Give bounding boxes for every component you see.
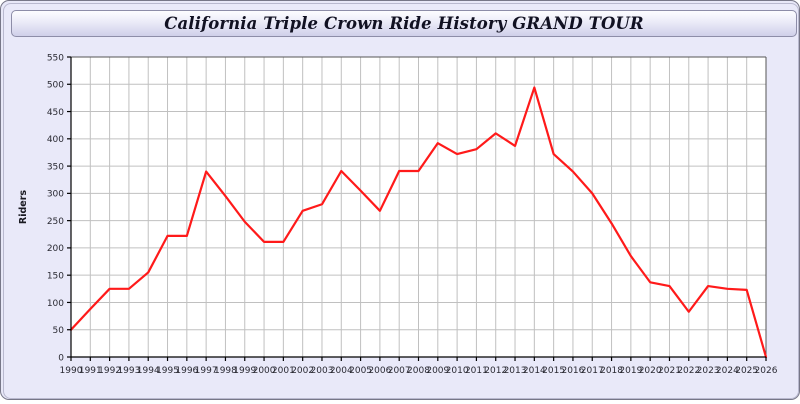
x-tick-label: 2007: [388, 366, 411, 376]
x-tick-label: 2009: [426, 366, 449, 376]
x-tick-label: 2024: [716, 366, 739, 376]
vertical-gridlines: [89, 57, 767, 357]
x-tick-label: 2014: [523, 366, 546, 376]
x-tick-label: 1990: [60, 366, 83, 376]
x-tick-label: 2019: [619, 366, 642, 376]
y-tick-label: 450: [47, 108, 64, 118]
x-tick-label: 1992: [98, 366, 121, 376]
chart-title: California Triple Crown Ride History GRA…: [164, 14, 644, 33]
x-tick-label: 2003: [311, 366, 334, 376]
y-tick-label: 300: [47, 190, 64, 200]
x-tick-label: 2005: [349, 366, 372, 376]
y-tick-label: 200: [47, 244, 64, 254]
chart-title-bar: California Triple Crown Ride History GRA…: [11, 10, 797, 37]
x-tick-label: 2022: [677, 366, 700, 376]
x-tick-label: 2026: [755, 366, 778, 376]
y-tick-label: 500: [47, 81, 64, 91]
x-tick-label: 2018: [600, 366, 623, 376]
x-tick-label: 1995: [156, 366, 179, 376]
y-axis-ticks: 0 50 100 150 200 250 300 350 400 450 500 550: [47, 53, 71, 363]
x-tick-label: 2012: [484, 366, 507, 376]
x-tick-label: 2017: [581, 366, 604, 376]
x-tick-label: 2013: [504, 366, 527, 376]
y-tick-label: 150: [47, 271, 64, 281]
x-tick-label: 2020: [639, 366, 662, 376]
x-tick-label: 1996: [175, 366, 198, 376]
x-tick-label: 2000: [253, 366, 276, 376]
y-tick-label: 100: [47, 299, 64, 309]
x-tick-label: 2002: [291, 366, 314, 376]
x-tick-label: 2001: [272, 366, 295, 376]
y-tick-label: 400: [47, 135, 64, 145]
y-tick-label: 50: [53, 326, 65, 336]
x-tick-label: 2015: [542, 366, 565, 376]
x-axis-ticks: 1990199119921993199419951996199719981999…: [60, 357, 778, 376]
x-tick-label: 1991: [79, 366, 102, 376]
y-tick-label: 250: [47, 217, 64, 227]
x-tick-label: 2011: [465, 366, 488, 376]
chart-plot-area: 0501001502002503003504004505005501990199…: [18, 53, 778, 376]
x-tick-label: 2023: [697, 366, 720, 376]
x-tick-label: 1994: [137, 366, 160, 376]
x-tick-label: 2010: [446, 366, 469, 376]
y-tick-label: 550: [47, 53, 64, 63]
x-tick-label: 1999: [233, 366, 256, 376]
x-tick-label: 2021: [658, 366, 681, 376]
data-series-line: [69, 86, 768, 359]
y-tick-label: 350: [47, 162, 64, 172]
x-tick-label: 2004: [330, 366, 353, 376]
x-tick-label: 1997: [195, 366, 218, 376]
x-tick-label: 2006: [368, 366, 391, 376]
x-tick-label: 2025: [735, 366, 758, 376]
x-tick-label: 2008: [407, 366, 430, 376]
y-axis-title: Riders: [18, 190, 29, 225]
y-tick-label: 0: [58, 353, 64, 363]
x-tick-label: 1998: [214, 366, 237, 376]
chart-window-inner-frame: California Triple Crown Ride History GRA…: [3, 3, 799, 399]
x-tick-label: 2016: [561, 366, 584, 376]
x-tick-label: 1993: [117, 366, 140, 376]
